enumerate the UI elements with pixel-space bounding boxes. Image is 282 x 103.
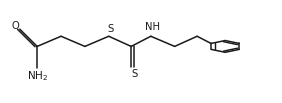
Text: O: O [11, 21, 19, 31]
Text: S: S [131, 69, 138, 79]
Text: NH$_2$: NH$_2$ [27, 70, 48, 83]
Text: S: S [108, 24, 114, 34]
Text: NH: NH [145, 22, 160, 32]
